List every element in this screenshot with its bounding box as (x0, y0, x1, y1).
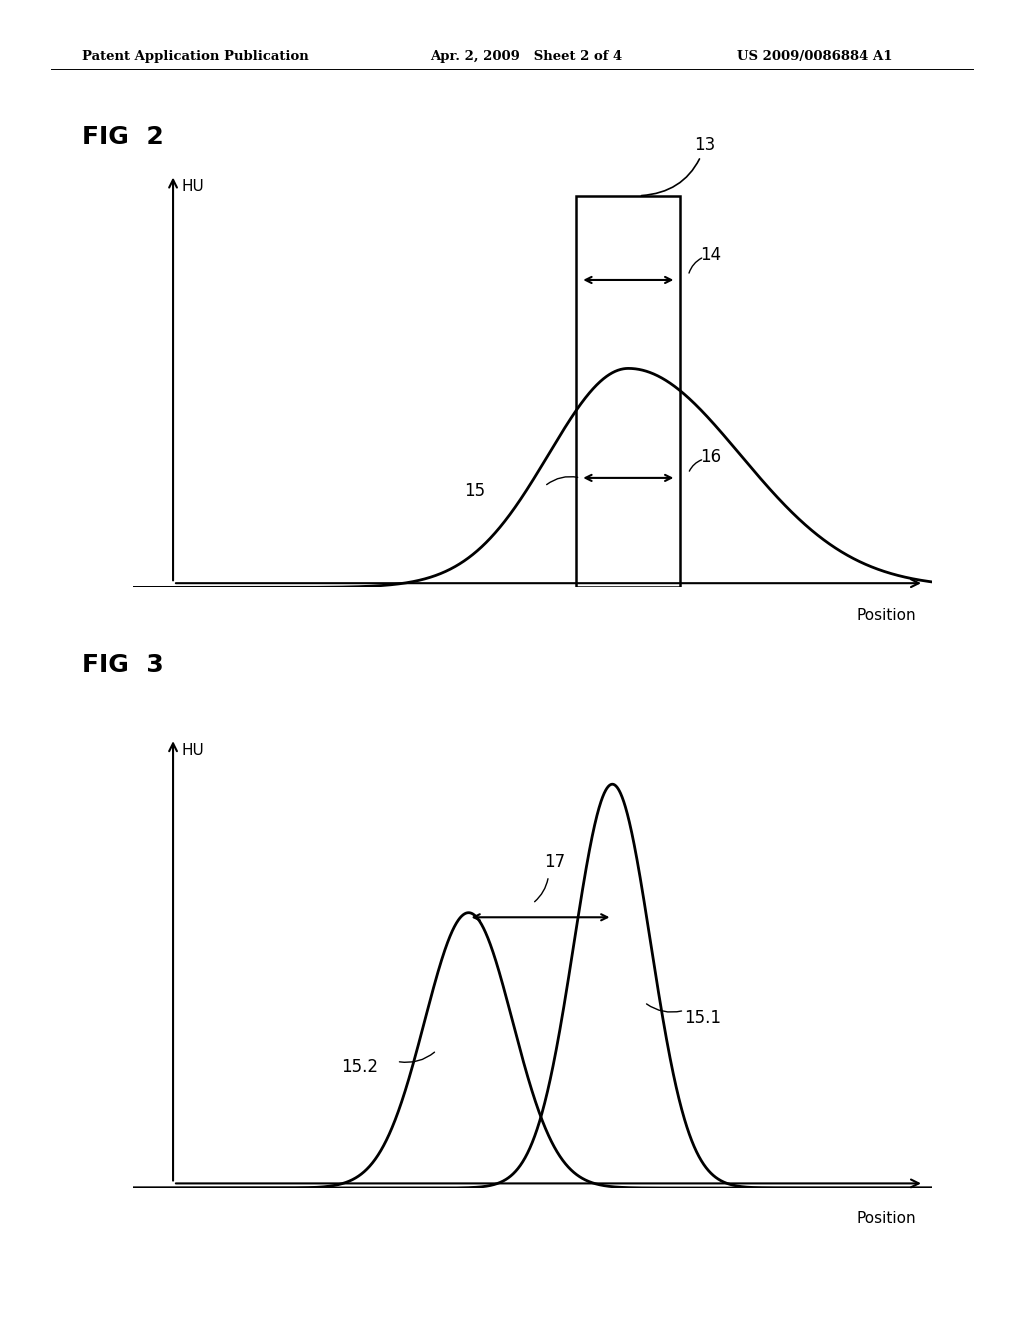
Text: Apr. 2, 2009   Sheet 2 of 4: Apr. 2, 2009 Sheet 2 of 4 (430, 50, 623, 63)
Text: HU: HU (181, 180, 204, 194)
Text: US 2009/0086884 A1: US 2009/0086884 A1 (737, 50, 893, 63)
Text: Patent Application Publication: Patent Application Publication (82, 50, 308, 63)
Bar (577, 195, 680, 587)
Text: 15.1: 15.1 (684, 1010, 721, 1027)
Text: HU: HU (181, 743, 204, 758)
Text: FIG  3: FIG 3 (82, 653, 164, 677)
Text: 13: 13 (641, 136, 716, 195)
Text: 17: 17 (545, 854, 565, 871)
Text: 14: 14 (700, 246, 721, 264)
Text: FIG  2: FIG 2 (82, 125, 164, 149)
Text: Position: Position (856, 609, 915, 623)
Text: Position: Position (856, 1210, 915, 1226)
Text: 16: 16 (700, 447, 721, 466)
Text: 15.2: 15.2 (341, 1057, 378, 1076)
Text: 15: 15 (465, 482, 485, 499)
